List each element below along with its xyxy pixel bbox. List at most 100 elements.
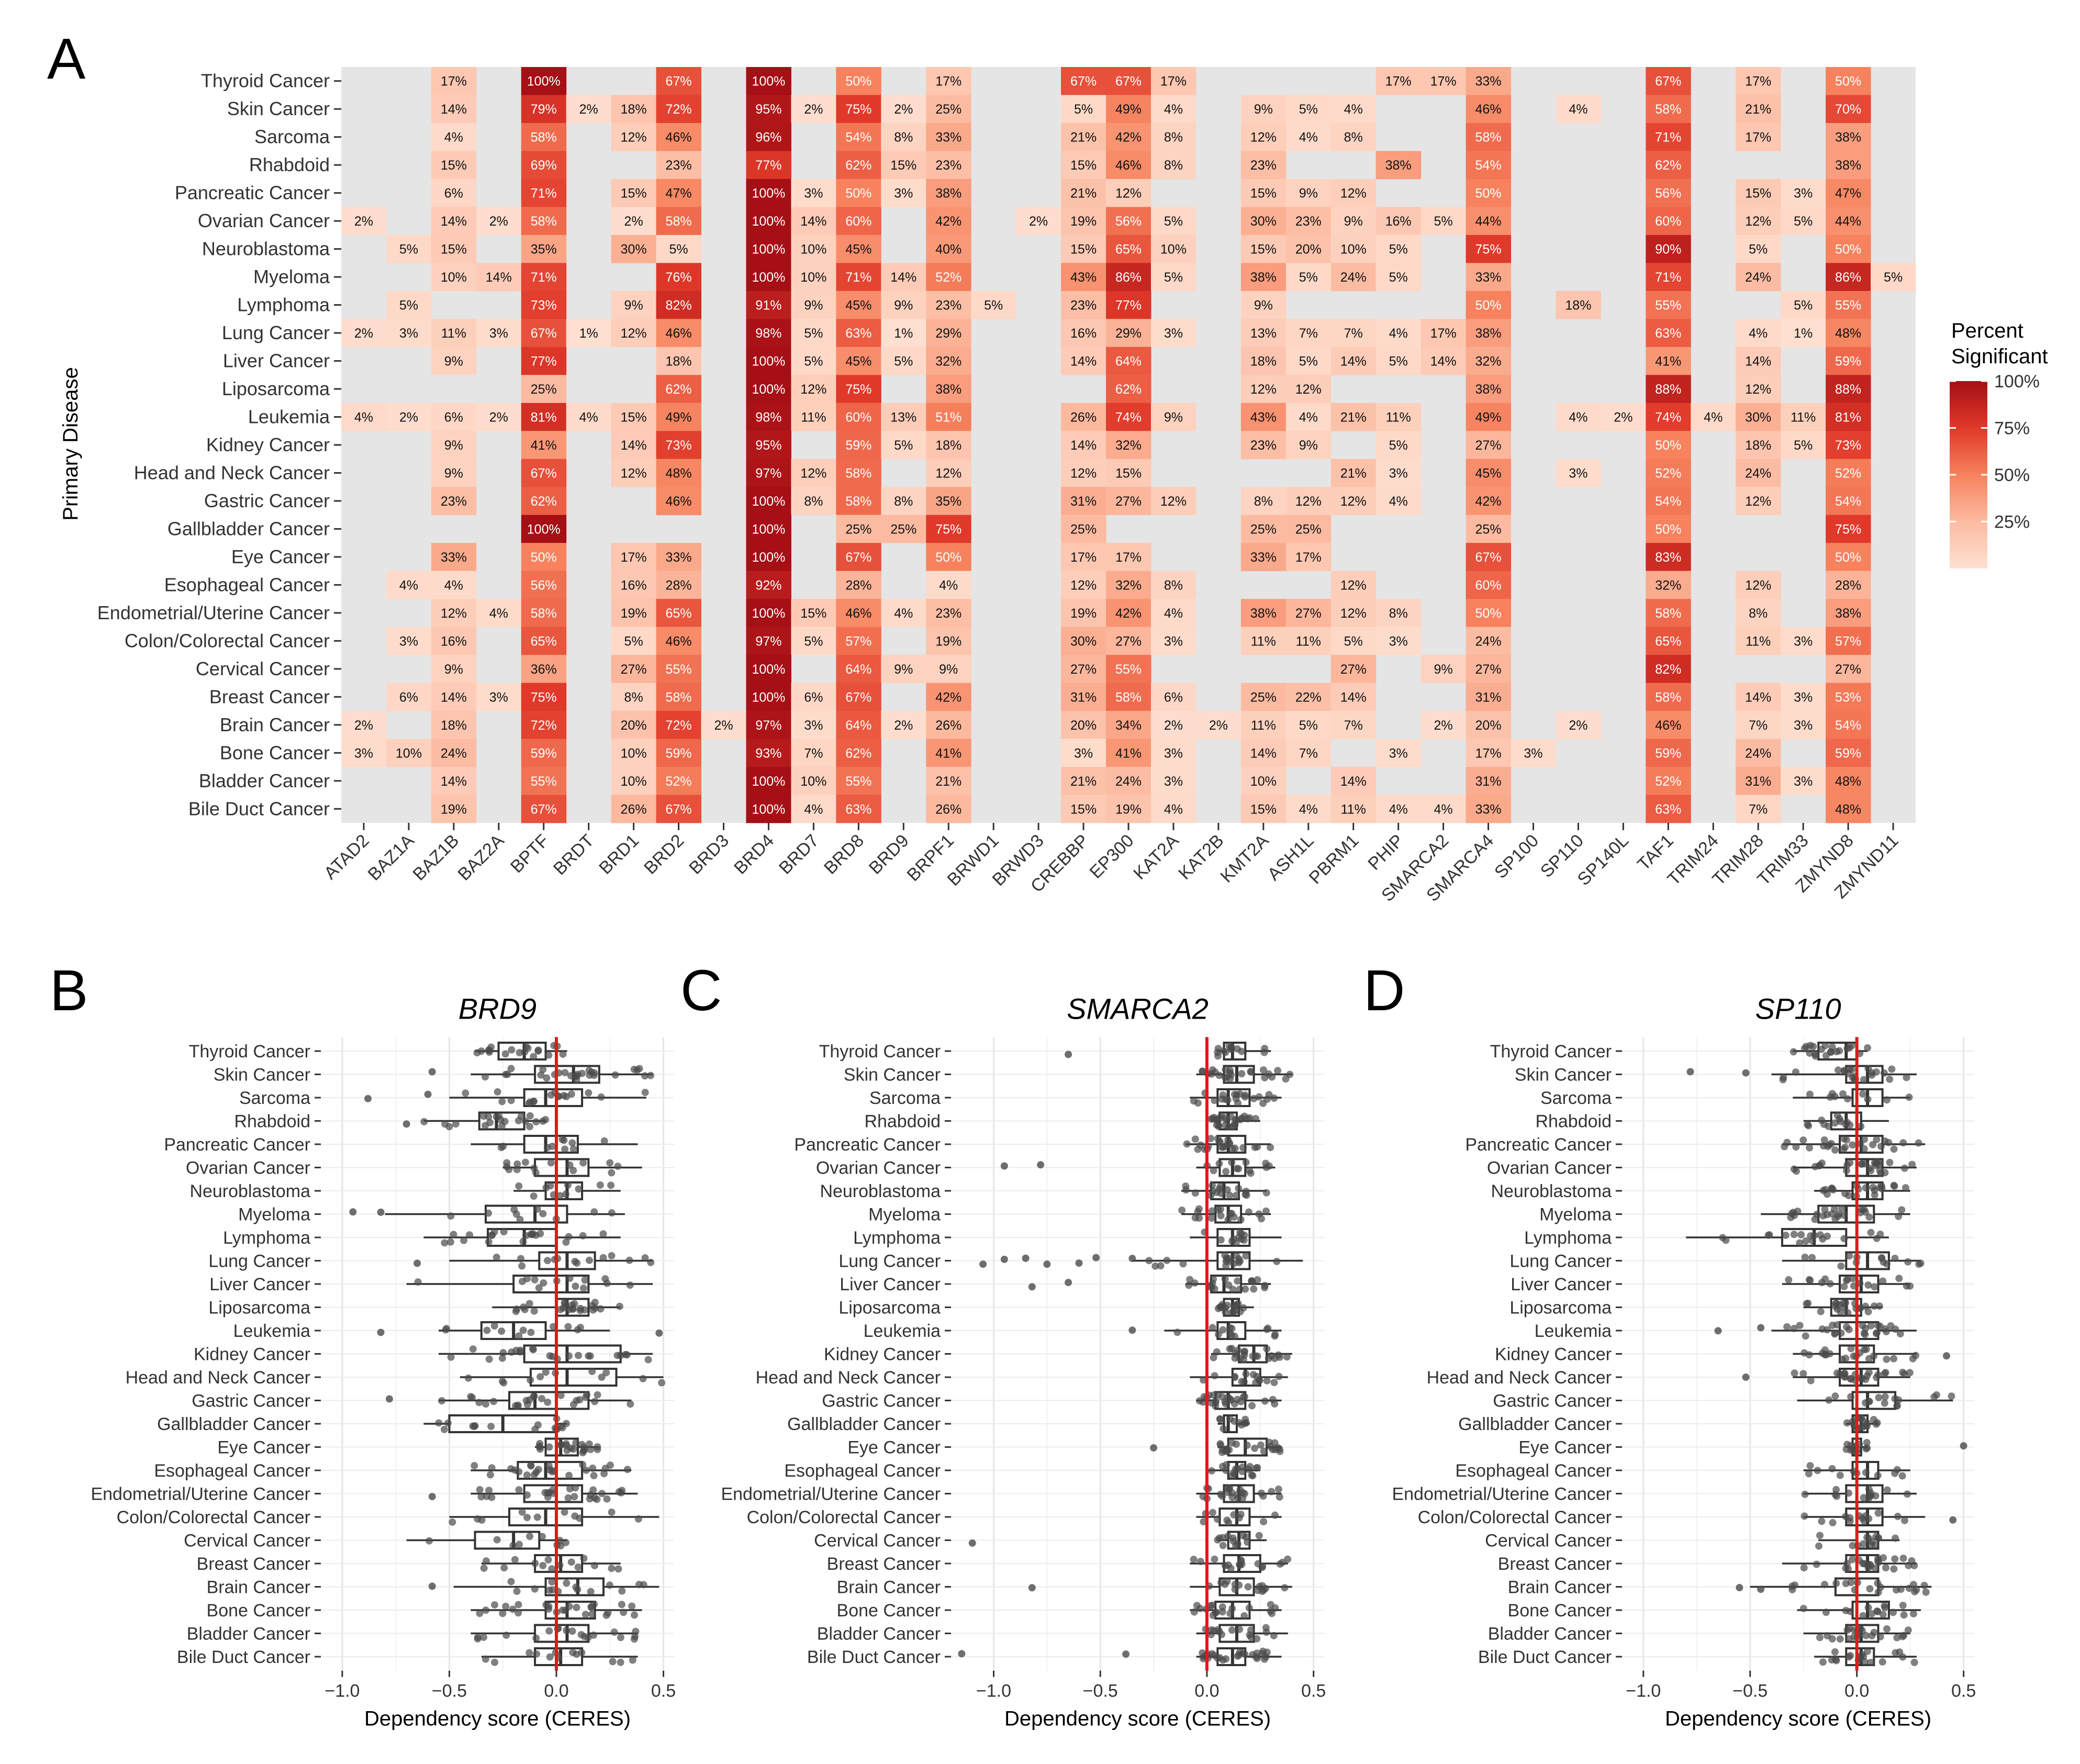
heatmap-cell-label: 50% (935, 550, 961, 565)
heatmap-cell-label: 18% (621, 102, 647, 117)
data-point (581, 1276, 589, 1284)
data-point (1890, 1145, 1898, 1153)
outlier-point (1022, 1254, 1030, 1262)
data-point (635, 1065, 643, 1073)
data-point (1244, 1115, 1251, 1123)
heatmap-cell (1330, 627, 1377, 655)
data-point (516, 1540, 523, 1548)
heatmap-cell (521, 95, 567, 124)
heatmap-column-labels: ATAD2BAZ1ABAZ1BBAZ2ABPTFBRDTBRD1BRD2BRD3… (320, 823, 1903, 906)
data-point (1826, 1280, 1834, 1288)
heatmap-cell (836, 487, 881, 516)
heatmap-cell (1106, 319, 1151, 348)
heatmap-cell-label: 2% (624, 214, 643, 229)
heatmap-cell-label: 9% (1254, 102, 1273, 117)
heatmap-cell-label: 3% (1794, 690, 1813, 705)
heatmap-cell-label: 10% (621, 774, 647, 789)
data-point (503, 1159, 511, 1167)
data-point (585, 1352, 592, 1360)
heatmap-cell-label: 75% (1835, 522, 1861, 537)
data-point (600, 1470, 608, 1478)
heatmap-cell (1466, 599, 1512, 628)
heatmap-cell-label: 59% (531, 746, 557, 761)
heatmap-cell-label: 12% (1160, 494, 1187, 509)
outlier-point (364, 1095, 372, 1102)
data-point (1190, 1097, 1198, 1105)
data-point (1862, 1324, 1870, 1332)
heatmap-cell-label: 50% (1835, 74, 1861, 89)
data-point (1841, 1067, 1849, 1075)
heatmap-cell (521, 739, 567, 767)
heatmap-cell (836, 178, 881, 207)
data-point (565, 1233, 573, 1241)
data-point (1217, 1579, 1225, 1587)
data-point (1270, 1632, 1278, 1639)
data-point (1836, 1370, 1844, 1378)
data-point (1836, 1471, 1844, 1479)
data-point (1844, 1489, 1852, 1497)
data-point (1790, 1324, 1798, 1332)
heatmap-cell (656, 431, 702, 460)
heatmap-cell-label: 14% (1745, 354, 1771, 369)
data-point (1792, 1143, 1800, 1151)
y-tick-label-gallbladder-cancer: Gallbladder Cancer (157, 1414, 310, 1434)
heatmap-cell-label: 8% (894, 130, 913, 145)
data-point (1802, 1237, 1810, 1245)
heatmap-cell-label: 100% (752, 606, 785, 621)
heatmap-cell-label: 4% (1389, 494, 1408, 509)
heatmap-cell (746, 347, 791, 375)
heatmap-cell-label: 72% (666, 718, 692, 733)
heatmap-cell-label: 26% (1070, 410, 1097, 425)
heatmap-cell (1466, 655, 1512, 684)
data-point (1209, 1324, 1216, 1332)
data-point (497, 1116, 505, 1124)
heatmap-cell-label: 46% (666, 634, 692, 649)
heatmap-cell-label: 16% (441, 634, 467, 649)
data-point (1275, 1372, 1283, 1380)
heatmap-cell-label: 47% (1835, 186, 1861, 201)
data-point (1806, 1090, 1814, 1098)
heatmap-cell (1421, 319, 1467, 348)
heatmap-cell-label: 5% (804, 326, 823, 341)
y-tick-label-endometrial-uterine-cancer: Endometrial/Uterine Cancer (721, 1484, 941, 1504)
data-point (606, 1159, 614, 1167)
data-point (590, 1472, 598, 1480)
data-point (561, 1145, 569, 1153)
heatmap-cell-label: 65% (1115, 242, 1142, 257)
heatmap-cell (836, 627, 881, 655)
heatmap-cell (1466, 543, 1512, 572)
heatmap-cell (1106, 291, 1151, 319)
heatmap-cell (881, 319, 926, 348)
heatmap-cell (1826, 655, 1871, 684)
heatmap-cell (1061, 627, 1106, 655)
data-point (1881, 1370, 1888, 1378)
heatmap-cell-label: 77% (1115, 298, 1142, 313)
y-tick-label-breast-cancer: Breast Cancer (197, 1554, 310, 1574)
heatmap-cell (1330, 571, 1377, 599)
heatmap-cell-label: 11% (1251, 718, 1276, 733)
outlier-point (1028, 1283, 1036, 1291)
data-point (562, 1190, 569, 1198)
data-point (581, 1611, 589, 1618)
outlier-point (968, 1539, 976, 1547)
heatmap-cell-label: 7% (1344, 326, 1363, 341)
heatmap-cell-label: 75% (1475, 242, 1502, 257)
data-point (1260, 1447, 1268, 1455)
heatmap-cell (746, 683, 791, 711)
heatmap-cell-label: 96% (755, 130, 781, 145)
box (1216, 1321, 1247, 1341)
heatmap-cell (1646, 711, 1691, 740)
heatmap-cell-label: 54% (1475, 158, 1502, 173)
heatmap-cell-label: 5% (1434, 214, 1453, 229)
outlier-point (428, 1068, 436, 1076)
heatmap-cell-label: 4% (1299, 802, 1318, 817)
heatmap-column-label-sp100: SP100 (1491, 831, 1542, 883)
heatmap-cell (341, 403, 387, 431)
box (512, 1274, 590, 1294)
heatmap-cell (1826, 291, 1871, 319)
heatmap-cell-label: 67% (531, 802, 557, 817)
data-point (1915, 1260, 1923, 1268)
data-point (588, 1604, 596, 1612)
data-point (599, 1230, 607, 1238)
heatmap-cell-label: 91% (755, 298, 781, 313)
